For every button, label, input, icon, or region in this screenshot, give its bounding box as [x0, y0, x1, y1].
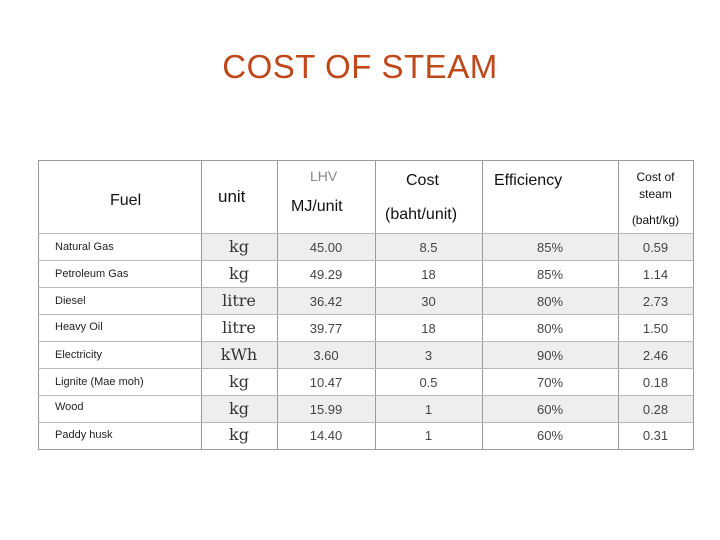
- header-steam-cost-line2: steam: [639, 187, 672, 201]
- page-title: COST OF STEAM: [222, 48, 498, 85]
- row-divider: [38, 341, 694, 342]
- row-divider: [38, 422, 694, 423]
- column-divider: [482, 160, 483, 450]
- fuel-name: Petroleum Gas: [55, 268, 129, 280]
- lhv-value: 3.60: [313, 348, 339, 363]
- unit-value: kg: [229, 237, 249, 256]
- row-divider: [38, 287, 694, 288]
- fuel-name: Paddy husk: [55, 429, 113, 441]
- header-fuel: Fuel: [110, 192, 142, 209]
- table-border-bottom: [38, 449, 694, 450]
- cost-value: 3: [424, 348, 433, 363]
- efficiency-value: 80%: [536, 321, 564, 336]
- lhv-value: 14.40: [309, 428, 343, 443]
- unit-value: kg: [229, 425, 249, 444]
- header-cost: Cost: [406, 172, 439, 189]
- header-steam-cost-line1: Cost of: [636, 170, 675, 184]
- steam-cost-value: 1.14: [642, 267, 669, 282]
- column-divider: [618, 160, 619, 450]
- efficiency-value: 60%: [536, 428, 564, 443]
- row-divider: [38, 395, 694, 396]
- header-cost-unit: (baht/unit): [385, 206, 458, 223]
- fuel-name: Lignite (Mae moh): [55, 376, 144, 388]
- header-lhv: LHV: [310, 168, 338, 184]
- cost-value: 1: [424, 402, 433, 417]
- steam-cost-table: Fuel unit LHV MJ/unit Cost (baht/unit) E…: [38, 160, 694, 450]
- cost-value: 8.5: [419, 240, 438, 255]
- unit-value: litre: [222, 318, 256, 337]
- unit-value: kg: [229, 372, 249, 391]
- header-steam-cost-unit: (baht/kg): [631, 213, 680, 227]
- table-border-top: [38, 160, 694, 161]
- unit-value: litre: [222, 291, 256, 310]
- row-shade: [201, 395, 694, 422]
- cost-value: 30: [421, 294, 436, 309]
- steam-cost-value: 0.31: [642, 428, 669, 443]
- efficiency-value: 80%: [536, 294, 564, 309]
- column-divider: [375, 160, 376, 450]
- efficiency-value: 90%: [536, 348, 564, 363]
- lhv-value: 36.42: [309, 294, 343, 309]
- row-shade: [201, 287, 694, 314]
- fuel-name: Heavy Oil: [55, 321, 103, 333]
- row-divider: [38, 233, 694, 234]
- lhv-value: 15.99: [309, 402, 343, 417]
- cost-value: 0.5: [419, 375, 438, 390]
- cost-value: 18: [421, 267, 436, 282]
- lhv-value: 39.77: [309, 321, 343, 336]
- unit-value: kg: [229, 399, 249, 418]
- fuel-name: Natural Gas: [55, 241, 114, 253]
- lhv-value: 45.00: [309, 240, 343, 255]
- fuel-name: Diesel: [55, 295, 86, 307]
- efficiency-value: 70%: [536, 375, 564, 390]
- cost-value: 18: [421, 321, 436, 336]
- row-shade: [201, 234, 694, 261]
- header-lhv-unit: MJ/unit: [291, 198, 343, 215]
- fuel-name: Wood: [55, 401, 84, 413]
- table-border-right: [693, 160, 694, 450]
- row-divider: [38, 368, 694, 369]
- column-divider: [201, 160, 202, 450]
- efficiency-value: 85%: [536, 240, 564, 255]
- header-unit: unit: [218, 187, 246, 206]
- steam-cost-value: 2.46: [642, 348, 669, 363]
- steam-cost-value: 2.73: [642, 294, 669, 309]
- efficiency-value: 60%: [536, 402, 564, 417]
- unit-value: kWh: [220, 345, 258, 364]
- steam-cost-value: 1.50: [642, 321, 669, 336]
- header-efficiency: Efficiency: [494, 172, 563, 189]
- efficiency-value: 85%: [536, 267, 564, 282]
- fuel-name: Electricity: [55, 349, 103, 361]
- column-divider: [277, 160, 278, 450]
- table-border-left: [38, 160, 39, 450]
- steam-cost-value: 0.59: [642, 240, 669, 255]
- cost-value: 1: [424, 428, 433, 443]
- row-divider: [38, 314, 694, 315]
- row-shade: [201, 341, 694, 368]
- steam-cost-value: 0.28: [642, 402, 669, 417]
- lhv-value: 49.29: [309, 267, 343, 282]
- unit-value: kg: [229, 264, 249, 283]
- row-divider: [38, 260, 694, 261]
- steam-cost-value: 0.18: [642, 375, 669, 390]
- lhv-value: 10.47: [309, 375, 343, 390]
